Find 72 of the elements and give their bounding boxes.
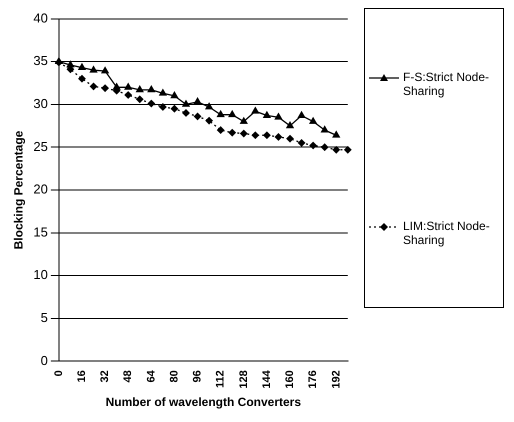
x-tick-label: 32	[99, 370, 112, 382]
point	[170, 105, 178, 112]
point	[274, 133, 282, 141]
point	[159, 89, 167, 96]
y-tick-label: 10	[33, 267, 48, 282]
y-tick-label: 0	[40, 352, 48, 368]
point	[182, 100, 190, 107]
point	[274, 113, 282, 120]
point	[228, 129, 236, 136]
point	[263, 111, 271, 118]
x-tick-label: 96	[192, 370, 204, 382]
point	[101, 66, 109, 74]
point	[240, 117, 248, 124]
y-tick-label: 25	[33, 138, 48, 154]
point	[78, 63, 86, 70]
x-axis-title: Number of wavelength Converters	[106, 395, 302, 410]
y-tick-label: 20	[33, 182, 48, 197]
point	[216, 110, 224, 118]
point	[321, 144, 328, 151]
y-tick-label: 30	[33, 96, 48, 111]
x-tick-label: 0	[52, 370, 65, 376]
point	[332, 131, 340, 138]
point	[124, 91, 132, 99]
point	[148, 86, 155, 92]
point	[136, 96, 144, 103]
point	[263, 132, 271, 139]
point	[66, 60, 74, 68]
point	[101, 84, 109, 92]
point	[240, 130, 248, 138]
x-tick-label: 192	[330, 370, 342, 389]
point	[194, 98, 202, 104]
y-tick-label: 40	[33, 10, 48, 26]
point	[309, 117, 317, 124]
point	[170, 92, 178, 98]
point	[228, 110, 236, 118]
point	[194, 112, 202, 120]
point	[286, 135, 294, 142]
x-tick-label: 176	[307, 370, 320, 389]
point	[182, 109, 190, 117]
y-tick-label: 35	[33, 53, 48, 68]
x-tick-label: 48	[122, 370, 134, 382]
legend-label: F-S:Strict Node-Sharing	[403, 70, 490, 98]
point	[205, 102, 213, 110]
point	[124, 83, 132, 90]
point	[309, 142, 317, 150]
point	[252, 132, 259, 139]
point	[205, 117, 213, 124]
point	[159, 103, 167, 111]
point	[90, 82, 98, 90]
point	[78, 75, 86, 82]
point	[344, 146, 352, 154]
point	[252, 107, 260, 114]
x-tick-label: 160	[284, 370, 296, 389]
point	[286, 122, 294, 128]
y-axis-title: Blocking Percentage	[12, 130, 26, 250]
x-tick-label: 64	[145, 369, 158, 382]
point	[136, 86, 144, 92]
point	[90, 66, 98, 73]
legend-label: LIM:Strict Node-Sharing	[403, 218, 491, 246]
x-tick-label: 144	[260, 369, 273, 389]
x-tick-label: 80	[168, 370, 180, 382]
point	[321, 126, 328, 132]
y-tick-label: 15	[33, 224, 48, 240]
point	[298, 111, 306, 118]
point	[217, 126, 224, 134]
point	[148, 100, 155, 108]
point	[298, 139, 306, 147]
x-tick-label: 112	[214, 370, 227, 388]
x-tick-label: 128	[238, 370, 250, 389]
x-tick-label: 16	[76, 370, 88, 382]
y-tick-label: 5	[40, 310, 48, 326]
point	[332, 146, 340, 154]
